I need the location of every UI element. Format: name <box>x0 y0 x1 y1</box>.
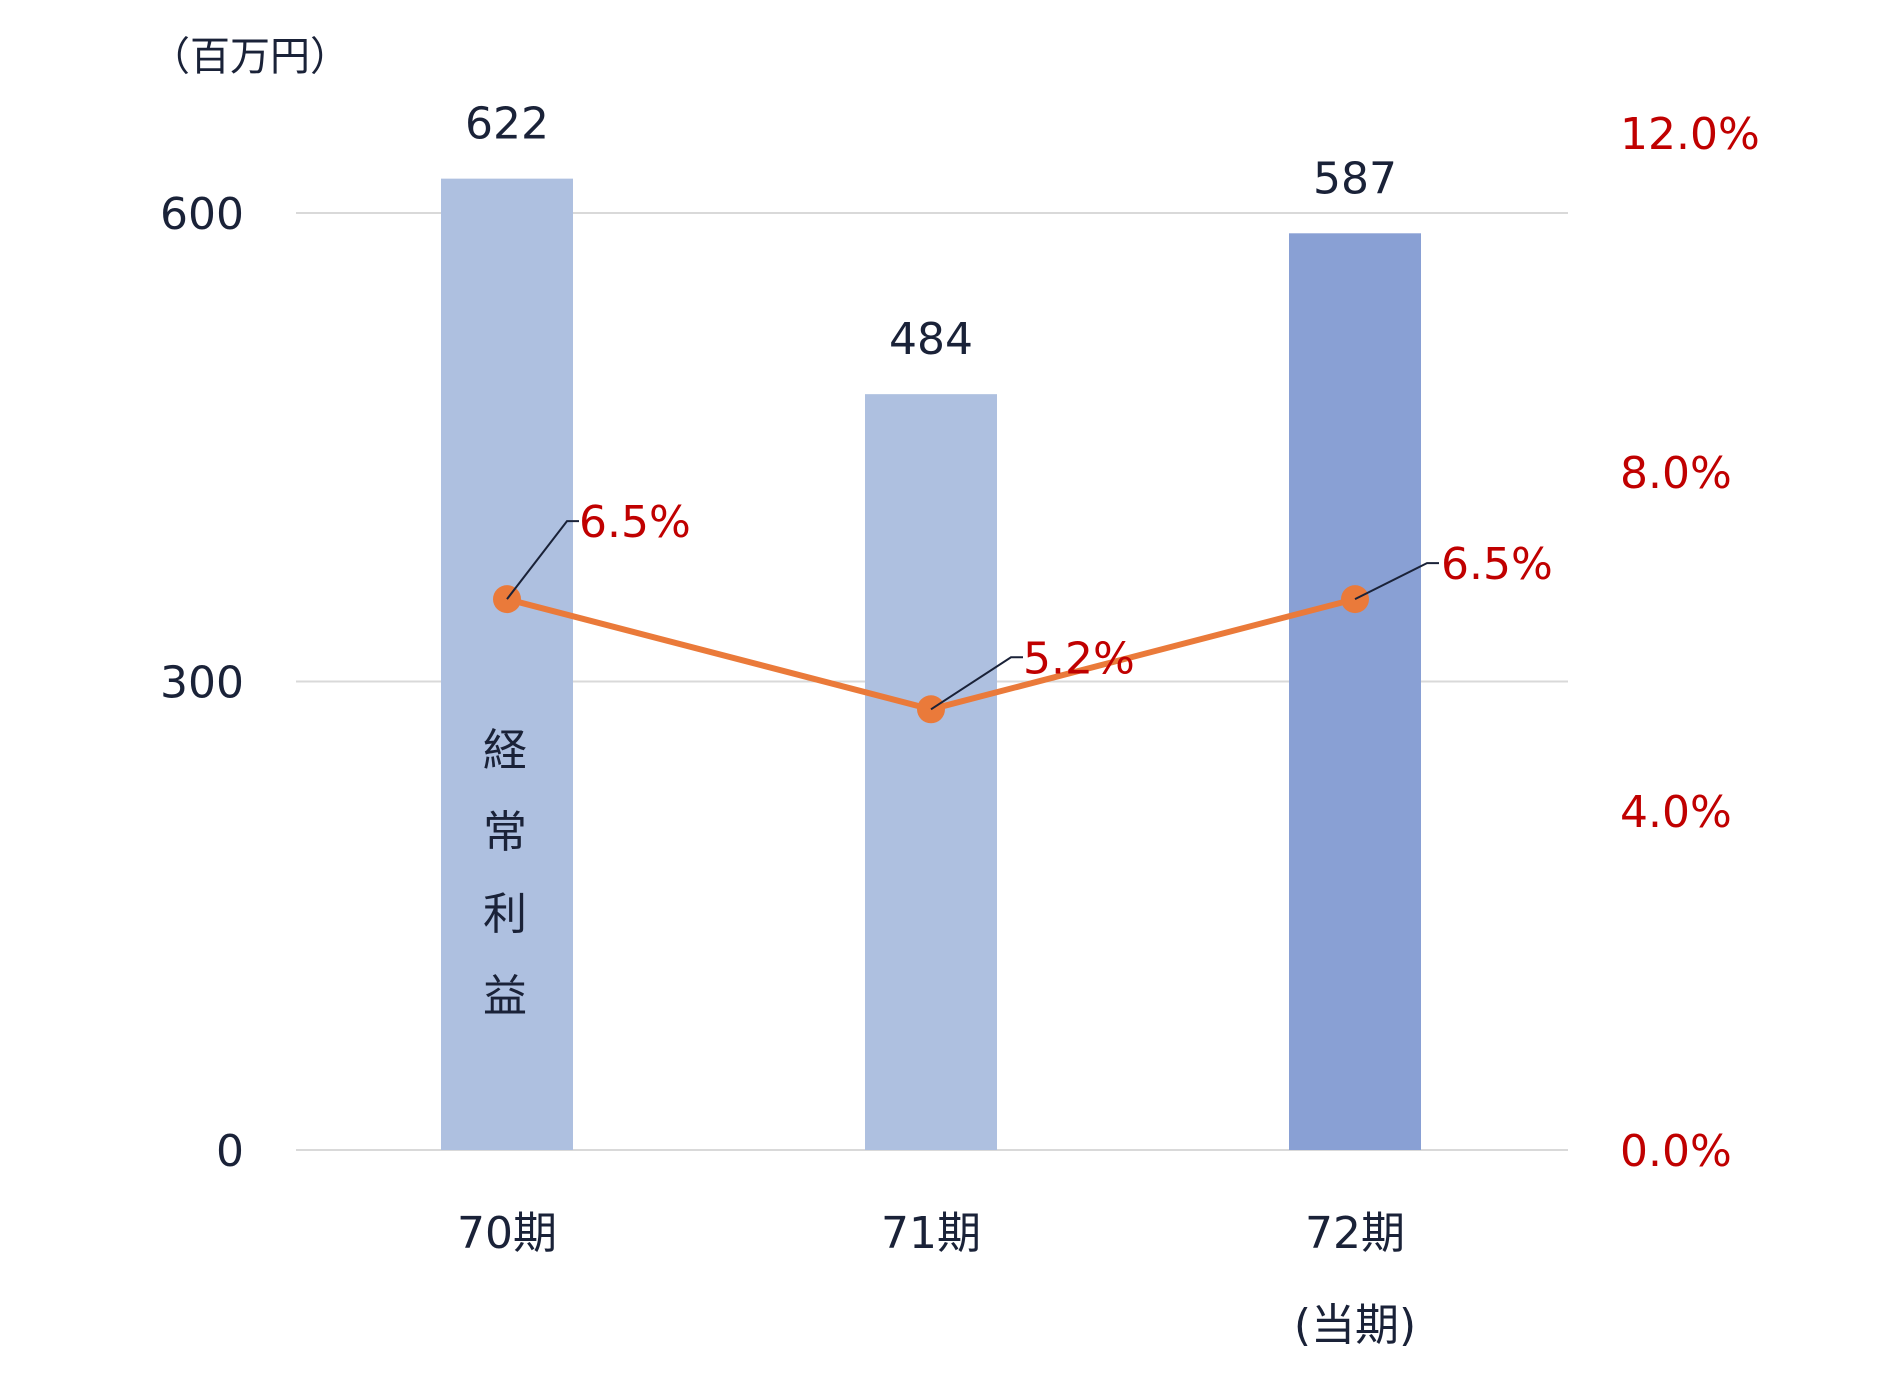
bar-3 <box>1289 233 1421 1151</box>
bar-value-labels: 622 484 587 <box>465 99 1397 366</box>
line-value-label: 5.2% <box>1023 633 1135 684</box>
bar-1 <box>441 178 573 1151</box>
bar-value-label: 587 <box>1313 153 1397 204</box>
bar-series <box>441 178 1421 1151</box>
left-tick-label: 0 <box>216 1126 244 1177</box>
right-tick-label: 4.0% <box>1620 787 1732 838</box>
leader-line <box>1354 562 1439 601</box>
left-tick-label: 600 <box>160 189 244 240</box>
line-value-label: 6.5% <box>1441 539 1553 590</box>
category-label: 72期 <box>1305 1208 1405 1259</box>
bar-value-label: 484 <box>889 314 973 365</box>
bar-2 <box>865 394 997 1150</box>
inline-label-char: 利 <box>483 889 527 940</box>
leader-line <box>930 656 1023 711</box>
line-value-label: 6.5% <box>579 497 691 548</box>
left-axis-unit-label: （百万円） <box>150 34 350 80</box>
leader-line <box>506 520 579 600</box>
right-tick-label: 8.0% <box>1620 448 1732 499</box>
category-label: 71期 <box>881 1208 981 1259</box>
inline-label-char: 常 <box>483 807 527 858</box>
line-value-labels: 6.5% 5.2% 6.5% <box>579 497 1553 684</box>
inline-label-char: 益 <box>483 971 527 1022</box>
left-axis: 0 300 600 <box>160 189 244 1177</box>
right-axis: 0.0% 4.0% 8.0% 12.0% <box>1620 109 1760 1177</box>
category-label: 70期 <box>457 1208 557 1259</box>
bar-series-inline-label: 経常利益 <box>475 710 535 1038</box>
inline-label-char: 経 <box>483 725 527 776</box>
line-label-leaders <box>506 520 1439 711</box>
right-tick-label: 12.0% <box>1620 109 1760 160</box>
bar-value-label: 622 <box>465 99 549 150</box>
category-axis: 70期 71期 72期 (当期) <box>457 1208 1416 1351</box>
category-sublabel: (当期) <box>1294 1300 1416 1351</box>
right-tick-label: 0.0% <box>1620 1126 1732 1177</box>
left-tick-label: 300 <box>160 658 244 709</box>
